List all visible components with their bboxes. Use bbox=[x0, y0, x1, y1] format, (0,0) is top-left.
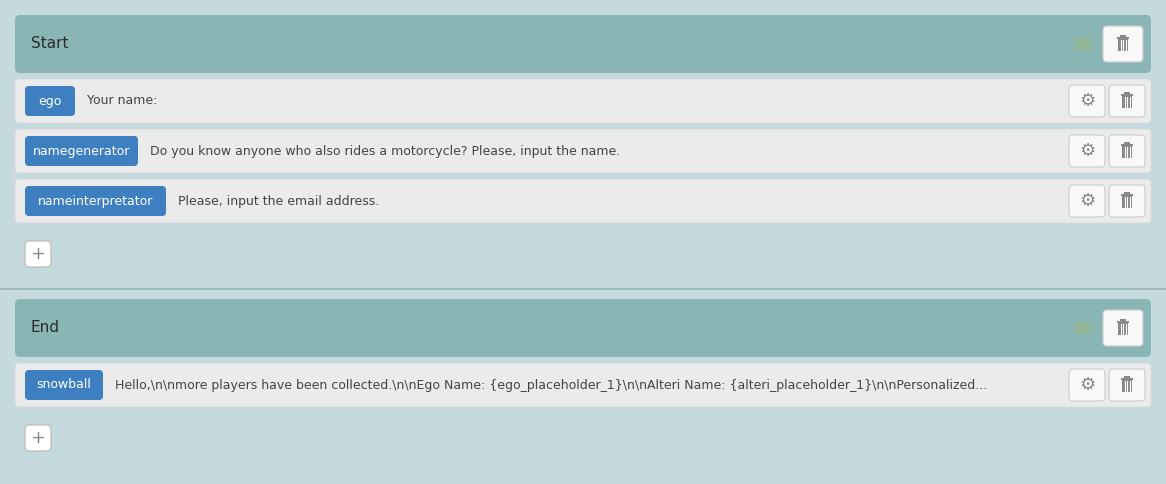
Bar bbox=[1122, 96, 1132, 108]
Text: ⚙: ⚙ bbox=[1079, 376, 1095, 394]
Bar bbox=[1118, 39, 1128, 51]
FancyBboxPatch shape bbox=[24, 425, 51, 451]
FancyBboxPatch shape bbox=[24, 241, 51, 267]
FancyBboxPatch shape bbox=[1069, 369, 1105, 401]
Bar bbox=[1121, 93, 1133, 96]
FancyBboxPatch shape bbox=[1109, 85, 1145, 117]
Bar bbox=[1122, 146, 1132, 158]
Bar bbox=[1121, 318, 1126, 320]
Text: Hello,\n\nmore players have been collected.\n\nEgo Name: {ego_placeholder_1}\n\n: Hello,\n\nmore players have been collect… bbox=[115, 378, 988, 392]
Text: +: + bbox=[30, 245, 45, 263]
Text: Do you know anyone who also rides a motorcycle? Please, input the name.: Do you know anyone who also rides a moto… bbox=[150, 145, 620, 157]
Text: namegenerator: namegenerator bbox=[33, 145, 131, 157]
Text: ⚙: ⚙ bbox=[1079, 142, 1095, 160]
Bar bbox=[1124, 192, 1130, 194]
Bar bbox=[1124, 141, 1130, 143]
FancyBboxPatch shape bbox=[15, 299, 1151, 357]
Text: nameinterpretator: nameinterpretator bbox=[37, 195, 153, 208]
FancyBboxPatch shape bbox=[15, 79, 1151, 123]
FancyBboxPatch shape bbox=[1069, 85, 1105, 117]
Bar bbox=[1117, 320, 1129, 323]
Bar bbox=[1121, 194, 1133, 196]
FancyBboxPatch shape bbox=[15, 179, 1151, 223]
Text: ⚙: ⚙ bbox=[1079, 192, 1095, 210]
Text: End: End bbox=[31, 320, 59, 335]
FancyBboxPatch shape bbox=[1109, 185, 1145, 217]
Bar bbox=[1124, 376, 1130, 378]
FancyBboxPatch shape bbox=[15, 15, 1151, 73]
FancyBboxPatch shape bbox=[1069, 135, 1105, 167]
Bar bbox=[1117, 36, 1129, 39]
Bar bbox=[1121, 143, 1133, 146]
FancyBboxPatch shape bbox=[24, 370, 103, 400]
Bar bbox=[1124, 91, 1130, 93]
Bar bbox=[1122, 380, 1132, 392]
Bar bbox=[1122, 196, 1132, 208]
FancyBboxPatch shape bbox=[24, 186, 166, 216]
FancyBboxPatch shape bbox=[24, 86, 75, 116]
Text: +: + bbox=[30, 429, 45, 447]
Text: Start: Start bbox=[31, 36, 69, 51]
Text: Your name:: Your name: bbox=[87, 94, 157, 107]
FancyBboxPatch shape bbox=[15, 363, 1151, 407]
FancyBboxPatch shape bbox=[24, 136, 138, 166]
Text: snowball: snowball bbox=[36, 378, 91, 392]
Bar bbox=[1121, 34, 1126, 36]
FancyBboxPatch shape bbox=[15, 129, 1151, 173]
Text: ⚙: ⚙ bbox=[1079, 92, 1095, 110]
FancyBboxPatch shape bbox=[1109, 369, 1145, 401]
FancyBboxPatch shape bbox=[1069, 185, 1105, 217]
Text: ego: ego bbox=[38, 94, 62, 107]
Bar bbox=[1118, 323, 1128, 335]
FancyBboxPatch shape bbox=[1103, 26, 1143, 62]
Text: Please, input the email address.: Please, input the email address. bbox=[178, 195, 379, 208]
Bar bbox=[1121, 378, 1133, 380]
FancyBboxPatch shape bbox=[1109, 135, 1145, 167]
FancyBboxPatch shape bbox=[1103, 310, 1143, 346]
